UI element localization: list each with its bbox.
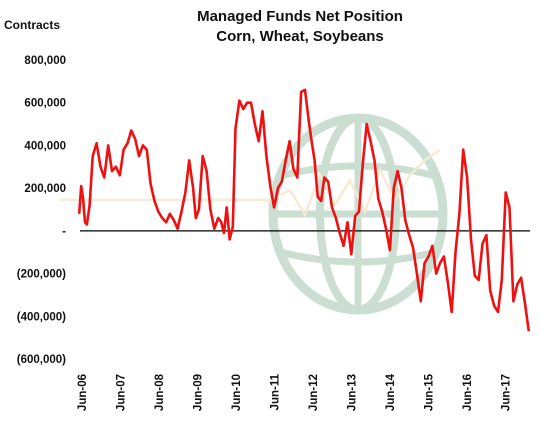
y-tick-label: 600,000 [24, 98, 66, 110]
y-tick-label: (600,000) [17, 354, 66, 366]
x-tick-label: Jun-15 [424, 373, 436, 411]
chart-title: Managed Funds Net Position [197, 8, 403, 25]
y-tick-label: 800,000 [24, 55, 66, 67]
x-tick-label: Jun-14 [385, 373, 397, 411]
y-tick-label: (200,000) [17, 269, 66, 281]
x-tick-label: Jun-16 [462, 374, 474, 411]
x-tick-label: Jun-08 [154, 373, 166, 411]
x-tick-label: Jun-17 [501, 374, 513, 411]
x-tick-label: Jun-07 [116, 374, 128, 411]
y-tick-label: 200,000 [24, 183, 66, 195]
x-tick-label: Jun-10 [231, 374, 243, 411]
x-tick-label: Jun-06 [77, 374, 89, 411]
y-tick-label: - [62, 226, 66, 238]
x-tick-label: Jun-11 [270, 373, 282, 410]
series-line [77, 88, 531, 332]
y-tick-label: 400,000 [24, 140, 66, 152]
y-tick-label: (400,000) [17, 311, 66, 323]
x-tick-label: Jun-13 [347, 374, 359, 411]
x-tick-label: Jun-12 [308, 374, 320, 411]
chart-subtitle: Corn, Wheat, Soybeans [216, 28, 384, 45]
globe-logo-icon [60, 113, 448, 315]
x-tick-label: Jun-09 [193, 374, 205, 411]
y-axis-label: Contracts [4, 18, 61, 32]
